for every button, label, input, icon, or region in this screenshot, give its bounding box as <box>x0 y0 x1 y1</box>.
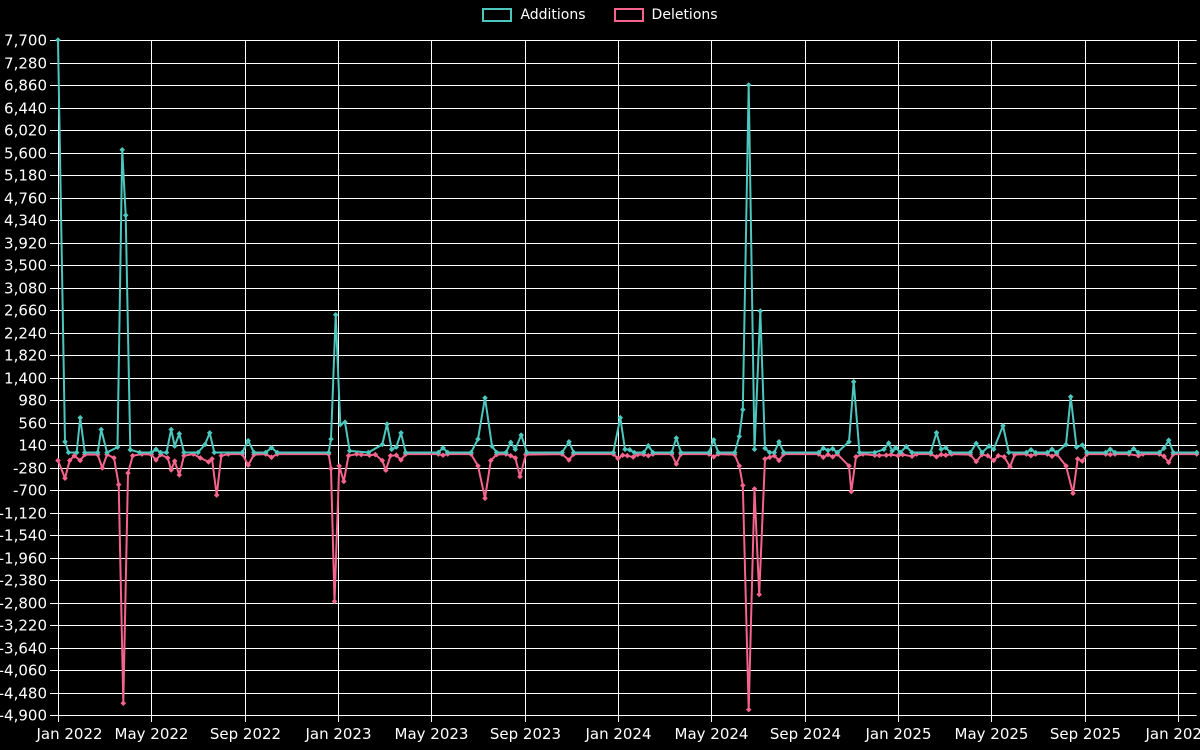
y-tick-label: -2,380 <box>0 572 47 590</box>
y-tick-label: 6,860 <box>4 77 47 95</box>
y-tick-label: -1,540 <box>0 527 47 545</box>
y-tick-label: 7,700 <box>4 32 47 50</box>
y-tick-label: 5,600 <box>4 145 47 163</box>
y-tick-label: 980 <box>18 392 47 410</box>
x-tick-label: May 2022 <box>115 725 189 743</box>
x-axis-tick-labels: Jan 2022 May 2022 Sep 2022 Jan 2023 May 2023… <box>36 725 1200 743</box>
x-tick-label: Sep 2024 <box>770 725 841 743</box>
y-tick-label: -4,480 <box>0 685 47 703</box>
legend-label-deletions: Deletions <box>651 7 718 23</box>
series-deletions <box>55 451 1200 713</box>
gridlines <box>50 40 1197 722</box>
y-tick-label: 6,020 <box>4 122 47 140</box>
y-tick-label: -2,800 <box>0 595 47 613</box>
y-tick-label: 560 <box>18 415 47 433</box>
y-tick-label: 3,080 <box>4 280 47 298</box>
x-tick-label: Jan 2022 <box>36 725 103 743</box>
y-tick-label: -1,960 <box>0 550 47 568</box>
y-tick-label: 4,760 <box>4 190 47 208</box>
additions-point-markers <box>55 37 1200 456</box>
y-tick-label: 5,180 <box>4 167 47 185</box>
series-additions <box>55 37 1200 456</box>
x-tick-label: Sep 2022 <box>210 725 281 743</box>
y-tick-label: -4,900 <box>0 707 47 725</box>
y-tick-label: -700 <box>13 482 47 500</box>
x-tick-label: May 2024 <box>675 725 749 743</box>
deletions-swatch-icon <box>613 8 644 22</box>
y-tick-label: 140 <box>18 437 47 455</box>
x-tick-label: Sep 2025 <box>1050 725 1121 743</box>
y-tick-label: 2,660 <box>4 302 47 320</box>
y-tick-label: 4,340 <box>4 212 47 230</box>
legend-item-deletions[interactable]: Deletions <box>613 6 718 24</box>
x-tick-label: Sep 2023 <box>490 725 561 743</box>
y-tick-label: 6,440 <box>4 100 47 118</box>
y-tick-label: 1,820 <box>4 347 47 365</box>
chart-legend: Additions Deletions <box>0 6 1200 24</box>
x-tick-label: May 2023 <box>395 725 469 743</box>
y-tick-label: -3,640 <box>0 640 47 658</box>
x-tick-label: Jan 2026 <box>1144 725 1200 743</box>
x-tick-label: Jan 2025 <box>864 725 931 743</box>
y-tick-label: 3,920 <box>4 235 47 253</box>
legend-label-additions: Additions <box>520 7 586 23</box>
x-tick-label: Jan 2024 <box>584 725 651 743</box>
y-tick-label: 3,500 <box>4 257 47 275</box>
y-tick-label: 1,400 <box>4 370 47 388</box>
x-tick-label: Jan 2023 <box>304 725 371 743</box>
y-tick-label: -4,060 <box>0 662 47 680</box>
y-tick-label: 7,280 <box>4 55 47 73</box>
y-tick-label: -280 <box>13 460 47 478</box>
y-axis-tick-labels: 7,700 7,280 6,860 6,440 6,020 5,600 5,180 4,760… <box>0 32 47 725</box>
y-tick-label: -1,120 <box>0 505 47 523</box>
y-tick-label: 2,240 <box>4 325 47 343</box>
x-tick-label: May 2025 <box>955 725 1029 743</box>
legend-item-additions[interactable]: Additions <box>482 6 586 24</box>
additions-swatch-icon <box>482 8 513 22</box>
y-tick-label: -3,220 <box>0 617 47 635</box>
